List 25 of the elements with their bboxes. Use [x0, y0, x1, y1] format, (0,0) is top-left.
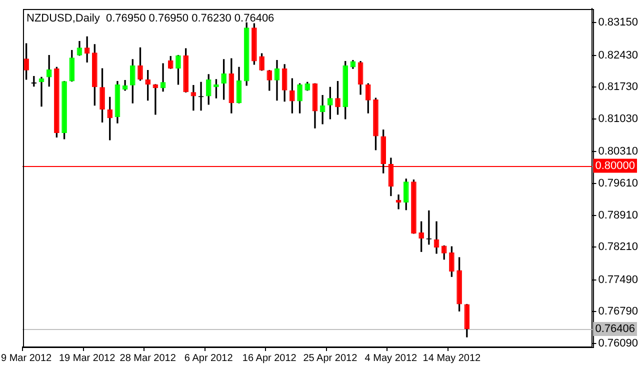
x-tick-label: 25 Apr 2012 — [303, 352, 358, 364]
candlestick — [84, 36, 90, 63]
x-tick-label: 4 May 2012 — [364, 352, 418, 364]
candlestick — [160, 63, 166, 92]
ref-line-label: 0.80000 — [595, 160, 636, 172]
y-tick-label: 0.79610 — [598, 178, 638, 190]
x-tick-label: 6 Apr 2012 — [184, 352, 234, 364]
x-tick-label: 19 Mar 2012 — [59, 352, 116, 364]
y-tick-label: 0.81730 — [598, 81, 638, 94]
chart-title: NZDUSD,Daily 0.76950 0.76950 0.76230 0.76406 — [26, 12, 274, 25]
y-tick-label: 0.77490 — [598, 274, 638, 286]
y-tick-label: 0.78210 — [598, 241, 638, 254]
x-tick-label: 9 Mar 2012 — [1, 352, 52, 364]
y-tick-label: 0.83150 — [598, 16, 638, 29]
y-tick-label: 0.78910 — [598, 209, 638, 222]
ref-line-label: 0.76406 — [595, 323, 636, 336]
x-tick-label: 16 Apr 2012 — [242, 352, 297, 364]
candlestick — [190, 85, 196, 111]
y-tick-label: 0.76790 — [598, 306, 638, 318]
x-tick-label: 28 Mar 2012 — [120, 352, 176, 364]
y-tick-label: 0.76090 — [598, 337, 638, 350]
y-tick-label: 0.80310 — [598, 146, 638, 158]
y-tick-label: 0.81030 — [598, 113, 638, 126]
y-tick-label: 0.82430 — [598, 49, 638, 62]
x-tick-label: 14 May 2012 — [422, 352, 482, 364]
